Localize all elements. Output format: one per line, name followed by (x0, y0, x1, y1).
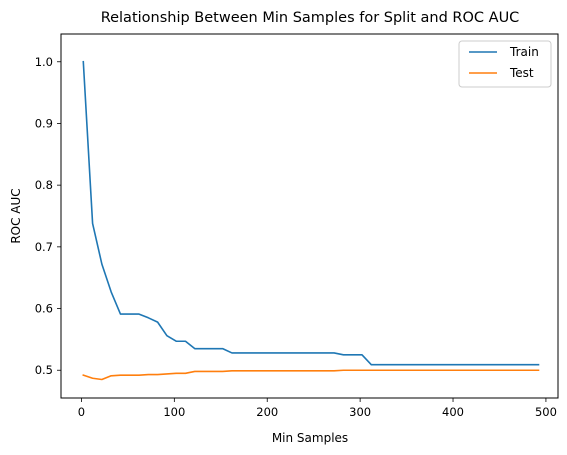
x-tick-label: 400 (442, 405, 464, 419)
y-axis-label: ROC AUC (9, 188, 23, 243)
y-axis: 0.5 0.6 0.7 0.8 0.9 1.0 (35, 55, 61, 377)
series-line-train (82, 60, 540, 366)
series-line-test (82, 369, 540, 381)
x-tick-label: 500 (535, 405, 557, 419)
y-tick-label: 0.7 (35, 240, 53, 254)
y-tick-label: 0.9 (35, 116, 53, 130)
y-tick-label: 0.5 (35, 363, 53, 377)
x-axis-label: Min Samples (272, 431, 348, 445)
x-tick-label: 100 (163, 405, 185, 419)
x-tick-label: 200 (256, 405, 278, 419)
x-axis: 0 100 200 300 400 500 (78, 398, 557, 419)
legend-label-train: Train (509, 45, 539, 59)
y-tick-label: 0.6 (35, 302, 53, 316)
x-tick-label: 300 (349, 405, 371, 419)
plot-area (82, 60, 540, 381)
legend: Train Test (458, 40, 552, 88)
plot-frame (60, 33, 559, 399)
x-tick-label: 0 (78, 405, 85, 419)
y-tick-label: 0.8 (35, 178, 53, 192)
legend-label-test: Test (509, 66, 534, 80)
chart-title: Relationship Between Min Samples for Spl… (101, 10, 520, 26)
y-tick-label: 1.0 (35, 55, 53, 69)
